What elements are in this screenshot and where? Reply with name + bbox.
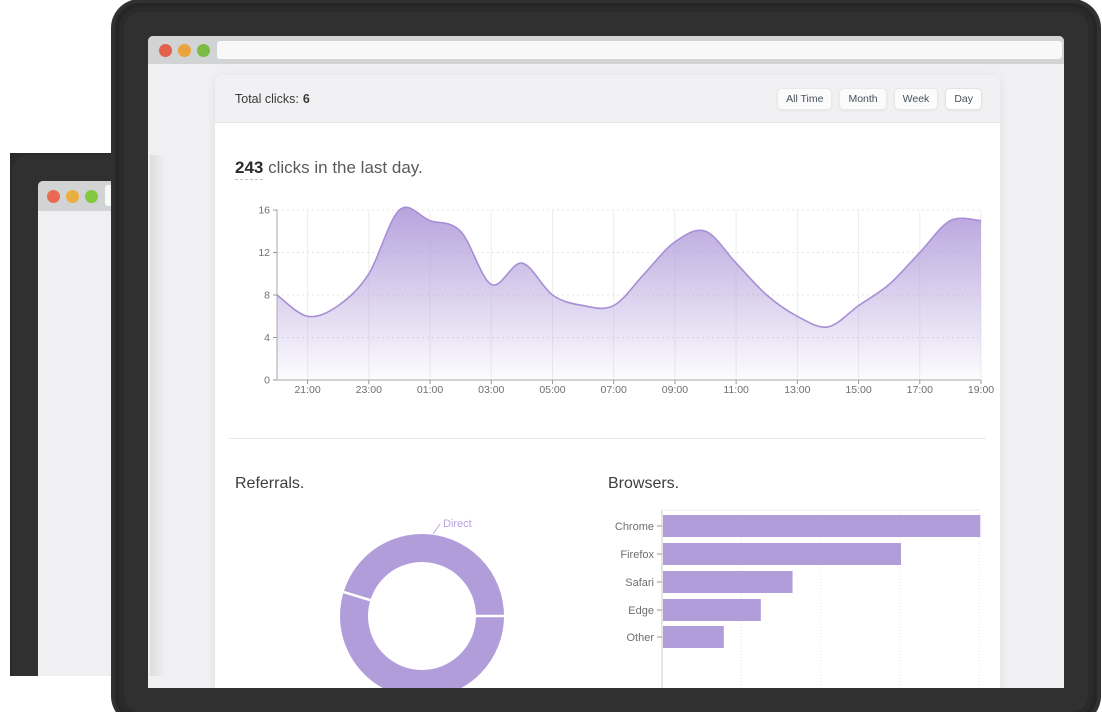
svg-text:Safari: Safari xyxy=(625,577,654,589)
range-button-day[interactable]: Day xyxy=(945,88,982,110)
svg-text:13:00: 13:00 xyxy=(784,384,810,396)
svg-text:16: 16 xyxy=(258,205,270,217)
card-header: Total clicks: 6 All Time Month Week Day xyxy=(215,75,1000,123)
maximize-window-icon[interactable] xyxy=(197,44,210,57)
svg-text:11:00: 11:00 xyxy=(723,384,749,396)
minimize-window-icon[interactable] xyxy=(66,190,79,203)
svg-text:15:00: 15:00 xyxy=(845,384,871,396)
minimize-window-icon[interactable] xyxy=(178,44,191,57)
front-window-content: Total clicks: 6 All Time Month Week Day 243… xyxy=(148,36,1064,688)
svg-text:12: 12 xyxy=(258,247,270,259)
svg-text:Other: Other xyxy=(626,632,654,644)
svg-text:23:00: 23:00 xyxy=(356,384,382,396)
svg-text:Direct: Direct xyxy=(443,518,472,530)
clicks-headline-text: clicks in the last day. xyxy=(263,158,423,177)
range-button-week[interactable]: Week xyxy=(893,88,939,110)
clicks-count: 243 xyxy=(235,158,264,180)
front-address-bar[interactable] xyxy=(217,41,1062,59)
svg-text:17:00: 17:00 xyxy=(907,384,933,396)
range-button-all-time[interactable]: All Time xyxy=(777,88,833,110)
svg-text:09:00: 09:00 xyxy=(662,384,688,396)
svg-text:8: 8 xyxy=(264,290,270,302)
svg-text:4: 4 xyxy=(264,332,270,344)
range-button-month[interactable]: Month xyxy=(839,88,887,110)
svg-text:03:00: 03:00 xyxy=(478,384,504,396)
analytics-card: Total clicks: 6 All Time Month Week Day 243… xyxy=(215,75,1000,688)
clicks-headline: 243 clicks in the last day. xyxy=(235,158,423,180)
svg-text:07:00: 07:00 xyxy=(601,384,627,396)
svg-text:05:00: 05:00 xyxy=(539,384,565,396)
svg-text:19:00: 19:00 xyxy=(968,384,994,396)
total-clicks-label: Total clicks: 6 xyxy=(235,75,310,123)
close-window-icon[interactable] xyxy=(47,190,60,203)
total-clicks-text: Total clicks: xyxy=(235,92,299,106)
front-window-frame: Total clicks: 6 All Time Month Week Day 243… xyxy=(124,12,1088,712)
browsers-section-title: Browsers. xyxy=(608,475,680,492)
close-window-icon[interactable] xyxy=(159,44,172,57)
clicks-area-chart: 21:00 23:00 01:00 03:00 05:00 07:00 09:00 11:00… xyxy=(258,205,994,397)
section-divider xyxy=(229,438,986,439)
total-clicks-value: 6 xyxy=(302,92,310,106)
svg-text:Edge: Edge xyxy=(628,605,654,617)
svg-text:01:00: 01:00 xyxy=(417,384,443,396)
svg-text:0: 0 xyxy=(264,375,270,387)
referrals-and-browsers-charts: Direct Chrome Firefox Safari Edge Other xyxy=(339,509,981,688)
svg-text:Firefox: Firefox xyxy=(620,549,654,561)
referrals-section-title: Referrals. xyxy=(235,475,305,492)
time-range-buttons: All Time Month Week Day xyxy=(777,75,982,123)
svg-text:21:00: 21:00 xyxy=(294,384,320,396)
front-titlebar xyxy=(148,36,1064,64)
maximize-window-icon[interactable] xyxy=(85,190,98,203)
svg-text:Chrome: Chrome xyxy=(615,521,654,533)
